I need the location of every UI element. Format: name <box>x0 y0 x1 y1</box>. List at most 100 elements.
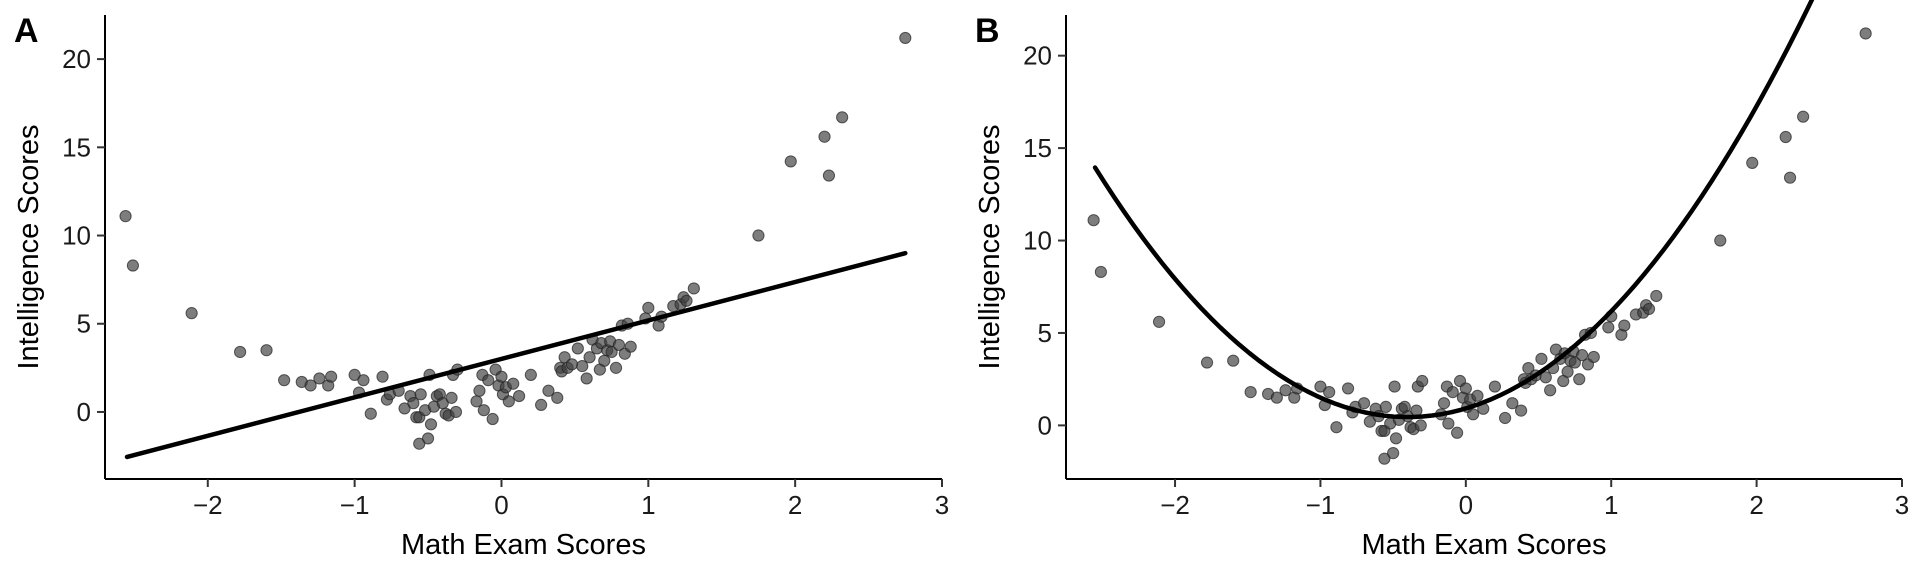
data-point-b <box>1779 130 1792 144</box>
data-point-a <box>551 391 564 404</box>
linear-fit-line <box>124 250 908 460</box>
y-tick-label-a: 5 <box>77 309 91 339</box>
data-point-a <box>612 338 626 352</box>
y-tick-label-b: 10 <box>1023 226 1052 256</box>
data-point-a <box>398 402 411 415</box>
y-tick-label-b: 5 <box>1038 318 1052 348</box>
data-point-b <box>1471 389 1484 402</box>
data-point-b <box>1200 356 1214 369</box>
x-tick-label-a: −1 <box>340 490 370 520</box>
data-point-b <box>1323 386 1336 399</box>
data-point-a <box>304 379 317 392</box>
data-point-a <box>502 395 515 408</box>
data-point-b <box>1379 400 1392 414</box>
data-point-b <box>1650 289 1663 303</box>
data-point-b <box>1446 386 1459 399</box>
data-point-a <box>233 345 247 359</box>
data-point-b <box>1330 421 1343 434</box>
y-tick-label-b: 15 <box>1023 133 1052 163</box>
data-point-b <box>1561 365 1574 378</box>
data-point-b <box>1859 27 1872 40</box>
data-point-b <box>1341 382 1355 395</box>
y-tick-label-a: 20 <box>62 44 91 74</box>
data-point-a <box>507 377 520 390</box>
data-point-a <box>565 358 579 371</box>
data-point-b <box>1152 315 1166 328</box>
data-point-a <box>424 418 438 431</box>
y-tick-label-a: 10 <box>62 221 91 251</box>
data-point-a <box>421 432 435 445</box>
panel-label-b: B <box>975 12 1000 50</box>
data-point-a <box>580 372 593 385</box>
data-point-b <box>1459 382 1472 395</box>
data-point-b <box>1087 214 1100 227</box>
data-point-b <box>1783 171 1797 184</box>
y-tick-label-a: 0 <box>77 397 91 427</box>
data-point-a <box>605 345 618 359</box>
data-point-b <box>1587 350 1600 364</box>
data-point-a <box>119 210 132 223</box>
data-point-a <box>784 155 797 168</box>
x-axis-label-a: Math Exam Scores <box>401 529 646 561</box>
quadratic-fit-curve <box>1092 0 1815 420</box>
x-tick-label-b: 0 <box>1459 490 1473 520</box>
data-point-b <box>1388 380 1401 393</box>
data-point-b <box>1378 452 1391 465</box>
data-point-a <box>260 344 273 357</box>
data-point-a <box>680 294 693 307</box>
data-point-b <box>1451 426 1464 439</box>
data-point-b <box>1227 354 1240 367</box>
data-point-b <box>1437 397 1451 410</box>
data-point-b <box>1576 349 1589 362</box>
data-point-b <box>1746 156 1759 169</box>
data-point-a <box>642 301 655 314</box>
data-point-b <box>1539 371 1552 384</box>
data-point-b <box>1414 419 1427 432</box>
data-point-a <box>313 372 326 385</box>
data-point-b <box>1389 432 1403 445</box>
data-point-a <box>357 374 370 387</box>
data-point-a <box>609 361 623 374</box>
data-point-a <box>583 351 596 364</box>
data-point-a <box>624 340 637 353</box>
data-point-b <box>1466 408 1480 421</box>
data-point-b <box>1363 415 1376 428</box>
data-point-a <box>325 370 338 383</box>
x-tick-label-b: −1 <box>1306 490 1336 520</box>
data-point-a <box>376 370 389 383</box>
data-point-a <box>477 404 490 417</box>
data-point-b <box>1387 447 1400 460</box>
x-tick-label-a: 1 <box>641 490 655 520</box>
data-point-a <box>836 111 849 124</box>
data-point-b <box>1642 302 1656 316</box>
data-point-a <box>899 31 912 45</box>
data-point-a <box>278 374 291 387</box>
y-axis-label-a: Intelligence Scores <box>13 124 45 369</box>
x-tick-label-a: 0 <box>494 490 508 520</box>
data-point-a <box>449 405 463 419</box>
x-tick-label-a: 2 <box>788 490 802 520</box>
data-point-a <box>445 391 458 404</box>
data-point-a <box>407 397 420 410</box>
data-point-b <box>1279 384 1292 397</box>
data-point-a <box>822 169 836 182</box>
data-point-b <box>1714 234 1727 247</box>
data-point-b <box>1535 352 1548 365</box>
data-point-b <box>1357 397 1371 410</box>
data-point-a <box>482 374 495 387</box>
x-tick-label-a: −2 <box>193 490 223 520</box>
x-tick-label-b: 2 <box>1749 490 1763 520</box>
data-point-b <box>1797 110 1810 123</box>
data-point-a <box>414 388 427 401</box>
data-point-b <box>1544 384 1557 397</box>
data-point-b <box>1602 321 1615 334</box>
data-point-a <box>486 412 499 426</box>
data-point-a <box>687 282 700 295</box>
data-point-a <box>512 389 526 403</box>
data-point-b <box>1244 386 1257 399</box>
data-point-b <box>1488 380 1502 393</box>
y-tick-label-a: 15 <box>62 132 91 162</box>
data-point-b <box>1094 265 1107 279</box>
data-point-b <box>1573 373 1586 386</box>
